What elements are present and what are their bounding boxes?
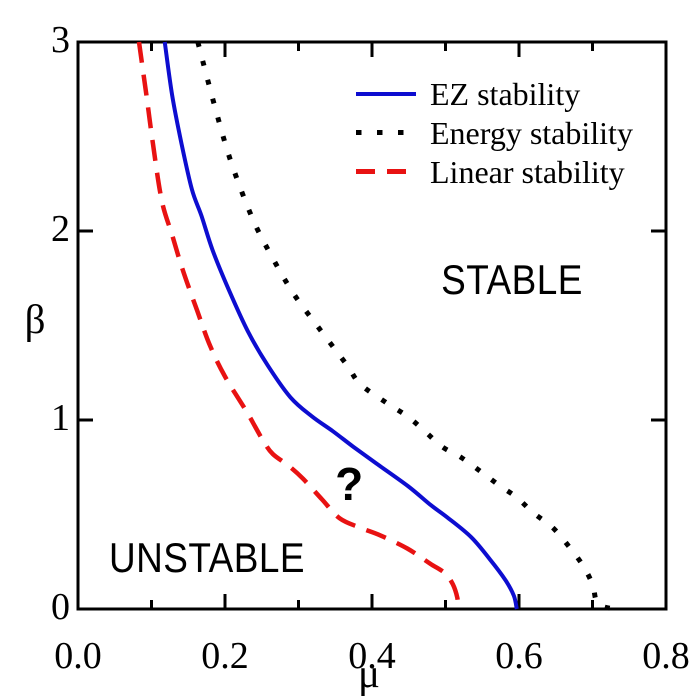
uncertain-region-question-mark: ?	[335, 458, 364, 511]
energy-dots-swatch	[356, 129, 430, 136]
legend: EZ stability Energy stability Linear sta…	[356, 74, 633, 191]
y-tick-label: 0	[51, 586, 70, 628]
x-tick-label: 0.0	[54, 635, 102, 677]
ez-stability-curve	[162, 41, 519, 610]
y-tick-label: 3	[51, 19, 70, 61]
x-tick-label: 0.2	[201, 635, 249, 677]
y-tick-label: 2	[51, 208, 70, 250]
ez-line-swatch	[356, 91, 430, 96]
legend-item-linear-stability: Linear stability	[356, 152, 633, 191]
legend-label: EZ stability	[430, 75, 581, 112]
x-tick-label: 0.4	[348, 635, 396, 677]
linear-dashes-swatch	[356, 169, 430, 174]
x-tick-label: 0.6	[495, 635, 543, 677]
x-tick-label: 0.8	[642, 635, 690, 677]
legend-item-ez-stability: EZ stability	[356, 74, 633, 113]
legend-label: Energy stability	[430, 114, 633, 151]
legend-item-energy-stability: Energy stability	[356, 113, 633, 152]
unstable-region-label: UNSTABLE	[108, 533, 305, 581]
stable-region-label: STABLE	[440, 256, 583, 304]
x-axis-label: μ	[358, 650, 380, 696]
linear-stability-curve	[136, 41, 461, 610]
y-tick-label: 1	[51, 397, 70, 439]
legend-label: Linear stability	[430, 153, 625, 190]
y-axis-label: β	[24, 296, 46, 342]
